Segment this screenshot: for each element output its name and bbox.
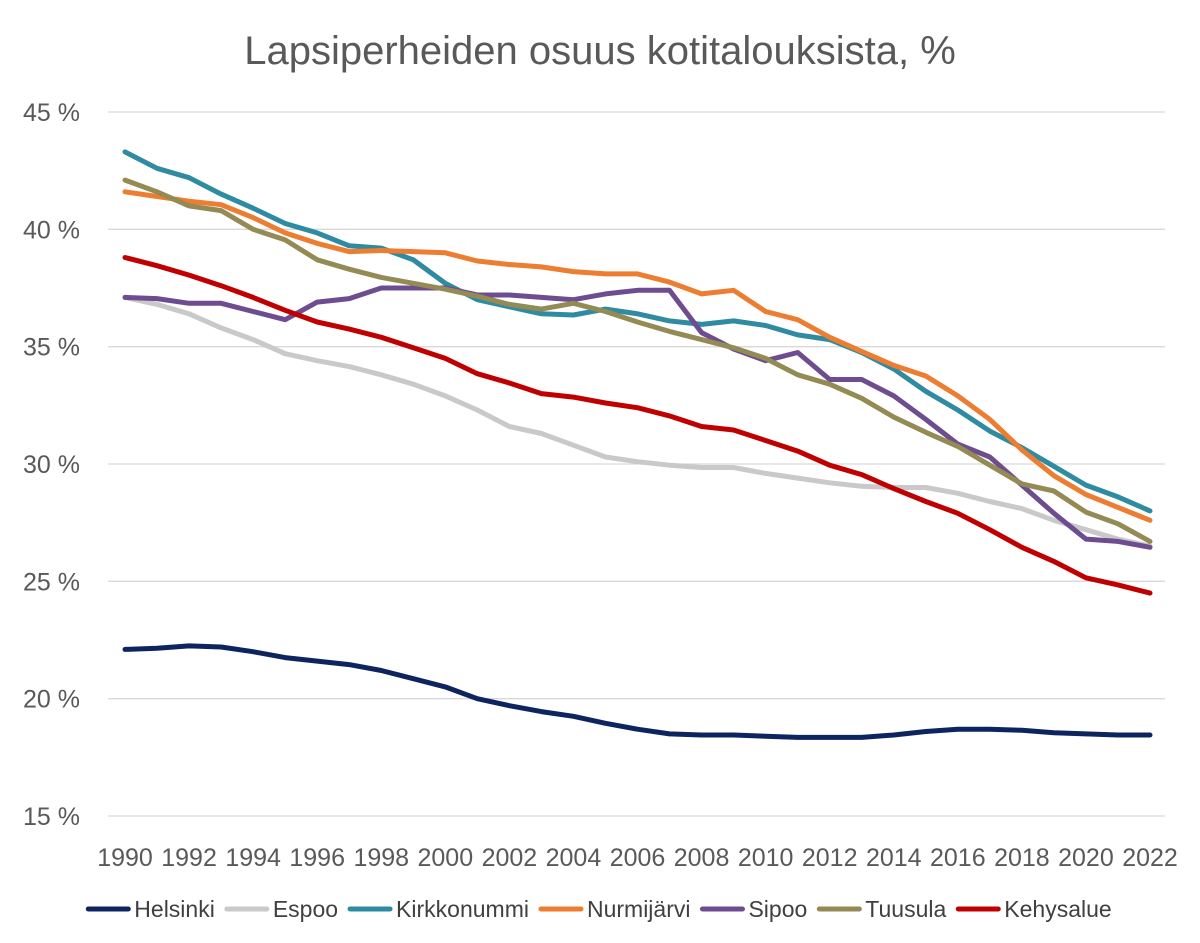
x-tick-label: 1998 bbox=[353, 844, 409, 872]
x-tick-label: 1994 bbox=[225, 844, 281, 872]
series-line-sipoo bbox=[122, 285, 1153, 550]
legend-label: Helsinki bbox=[134, 896, 215, 922]
series-line-espoo bbox=[122, 294, 1153, 549]
series-line-kirkkonummi bbox=[122, 149, 1153, 514]
series-lines bbox=[122, 149, 1153, 740]
x-axis-ticks: 1990 1992 1994 1996 1998 2000 2002 2004 2006 2008… bbox=[97, 844, 1178, 872]
series-line-kehysalue bbox=[122, 255, 1153, 596]
x-tick-label: 1996 bbox=[289, 844, 345, 872]
x-tick-label: 1990 bbox=[97, 844, 153, 872]
legend-label: Kirkkonummi bbox=[396, 896, 529, 922]
chart-title: Lapsiperheiden osuus kotitalouksista, % bbox=[244, 29, 956, 73]
y-tick-label: 45 % bbox=[23, 99, 80, 127]
x-tick-label: 2010 bbox=[738, 844, 794, 872]
series-line-tuusula bbox=[122, 177, 1153, 544]
x-tick-label: 2016 bbox=[930, 844, 986, 872]
y-tick-label: 15 % bbox=[23, 803, 80, 831]
legend-label: Espoo bbox=[273, 896, 338, 922]
series-line-helsinki bbox=[122, 643, 1153, 740]
x-tick-label: 2022 bbox=[1122, 844, 1178, 872]
series-line-nurmij-rvi bbox=[122, 189, 1153, 523]
x-tick-label: 2008 bbox=[674, 844, 730, 872]
x-tick-label: 2004 bbox=[546, 844, 602, 872]
legend-label: Sipoo bbox=[748, 896, 807, 922]
y-axis-ticks: 15 % 20 % 25 % 30 % 35 % 40 % 45 % bbox=[23, 99, 80, 831]
legend-label: Tuusula bbox=[865, 896, 946, 922]
x-tick-label: 2014 bbox=[866, 844, 922, 872]
y-tick-label: 40 % bbox=[23, 216, 80, 244]
y-tick-label: 35 % bbox=[23, 334, 80, 362]
gridlines bbox=[108, 111, 1165, 817]
y-tick-label: 20 % bbox=[23, 686, 80, 714]
y-tick-label: 25 % bbox=[23, 568, 80, 596]
legend-label: Kehysalue bbox=[1004, 896, 1111, 922]
x-tick-label: 2018 bbox=[994, 844, 1050, 872]
x-tick-label: 2006 bbox=[610, 844, 666, 872]
y-tick-label: 30 % bbox=[23, 451, 80, 479]
legend-label: Nurmijärvi bbox=[587, 896, 691, 922]
x-tick-label: 1992 bbox=[161, 844, 217, 872]
x-tick-label: 2012 bbox=[802, 844, 858, 872]
x-tick-label: 2020 bbox=[1058, 844, 1114, 872]
legend: Helsinki Espoo Kirkkonummi Nurmijärvi Sipoo T… bbox=[85, 896, 1112, 922]
x-tick-label: 2000 bbox=[418, 844, 474, 872]
x-tick-label: 2002 bbox=[482, 844, 538, 872]
